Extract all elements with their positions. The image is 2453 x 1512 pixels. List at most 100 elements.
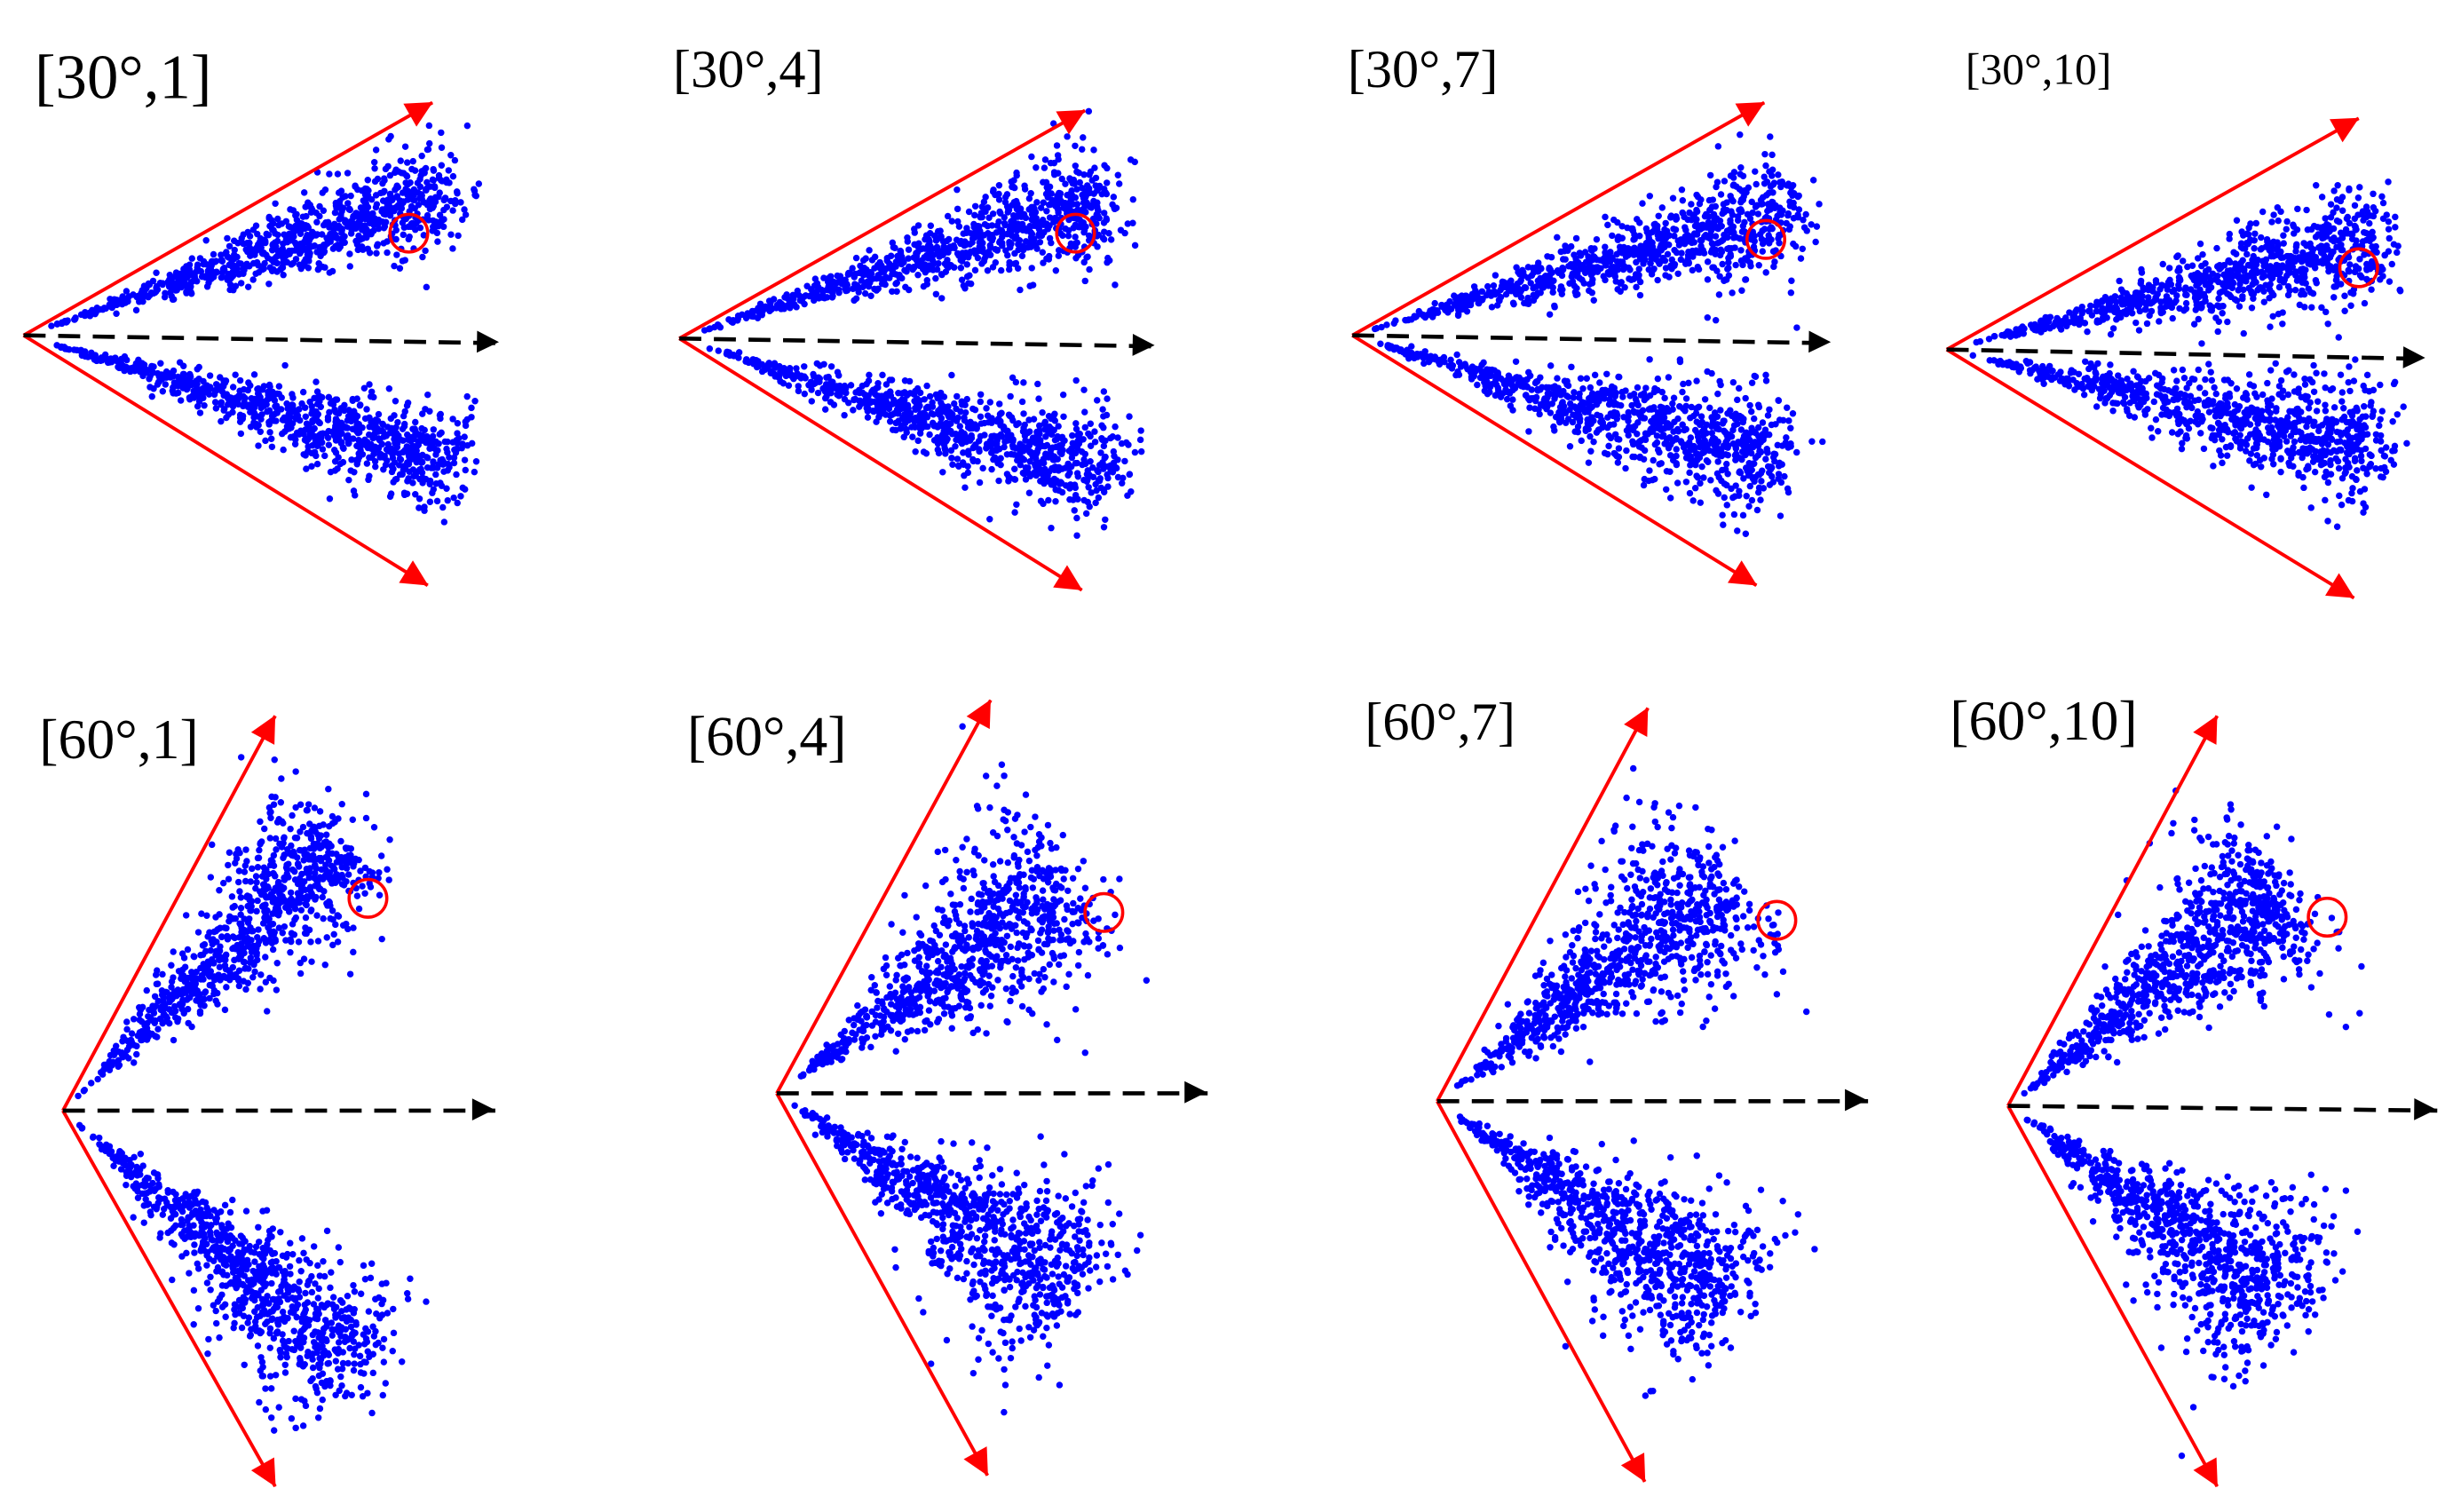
scatter-dot [1109,433,1116,440]
scatter-dot [1112,423,1119,431]
scatter-dot [64,317,71,324]
scatter-dot [443,203,451,210]
scatter-dot [1014,265,1022,272]
scatter-dot [1662,486,1670,494]
scatter-dot [266,222,273,230]
scatter-dot [1757,496,1764,503]
scatter-dot [1712,316,1720,324]
scatter-dot [1059,232,1066,239]
scatter-dot [368,195,376,203]
scatter-dot [1657,403,1665,411]
scatter-dot [297,249,304,257]
scatter-dot [471,398,479,405]
scatter-dot [1048,415,1055,423]
scatter-dot [166,289,174,297]
scatter-dot [472,192,480,200]
scatter-dot [1769,472,1776,480]
scatter-dot [977,213,985,221]
scatter-dot [193,377,200,384]
scatter-dot [997,455,1004,462]
scatter-dot [1635,265,1642,273]
scatter-dot [1642,240,1650,248]
scatter-dot [1076,431,1083,438]
scatter-dot [1558,290,1566,297]
scatter-dot [1582,427,1589,434]
scatter-dot [1547,266,1555,273]
scatter-dot [827,363,835,370]
scatter-dot [1524,296,1531,303]
scatter-dot [908,424,915,431]
scatter-dot [1766,406,1773,414]
scatter-dot [755,358,762,365]
scatter-dot [146,373,154,380]
scatter-dot [453,471,460,479]
scatter-dot [1607,249,1614,256]
scatter-dot [1658,388,1666,396]
scatter-dot [229,268,236,276]
scatter-dot [227,394,235,401]
scatter-dot [1507,282,1515,290]
scatter-dot [874,402,882,409]
scatter-dot [1095,207,1102,215]
scatter-dot [1650,456,1657,464]
scatter-dot [1670,394,1678,401]
scatter-dot [714,321,722,329]
scatter-dot [1752,373,1760,381]
scatter-dot [286,247,294,255]
scatter-dot [1767,133,1774,140]
scatter-dot [348,219,355,226]
scatter-dot [1662,265,1670,272]
scatter-dot [436,211,444,218]
scatter-dot [313,460,321,468]
scatter-dot [1444,309,1452,316]
scatter-dot [1059,447,1066,454]
scatter-dot [1712,233,1720,240]
scatter-dot [454,499,461,507]
scatter-dot [122,299,130,306]
scatter-dot [1509,386,1516,394]
scatter-dot [458,216,466,224]
scatter-dot [418,474,426,482]
scatter-dot [1800,224,1808,231]
scatter-dot [1688,251,1695,259]
scatter-dot [404,159,411,166]
scatter-dot [1729,494,1737,502]
scatter-dot [404,459,411,466]
scatter-dot [1034,380,1041,388]
scatter-dot [954,205,961,213]
scatter-dot [177,397,185,404]
scatter-dot [1129,195,1137,203]
scatter-dot [438,177,445,184]
scatter-dot [954,186,961,194]
scatter-dot [308,402,315,410]
scatter-dot [303,465,310,472]
scatter-dot [393,183,401,191]
scatter-dot [977,398,985,406]
scatter-dot [1554,375,1561,382]
scatter-dot [409,157,417,165]
scatter-dot [1470,283,1478,290]
scatter-dot [1009,441,1017,449]
scatter-dot [249,276,257,283]
scatter-dot [1628,401,1635,409]
scatter-dot [291,440,299,447]
scatter-dot [392,226,400,234]
scatter-dot [1131,158,1138,166]
scatter-dot [1100,488,1108,496]
scatter-dot [1626,392,1634,400]
scatter-dot [386,171,394,179]
scatter-dot [797,375,804,382]
scatter-dot [218,256,226,264]
scatter-dot [417,465,424,472]
scatter-dot [808,386,815,393]
scatter-dot [862,400,869,408]
scatter-dot [1095,231,1103,239]
scatter-dot [280,446,287,454]
scatter-dot [434,464,441,471]
scatter-dot [1736,469,1743,476]
scatter-dot [930,232,938,240]
scatter-dot [961,471,968,479]
scatter-dot [360,197,368,204]
scatter-dot [1571,289,1579,296]
scatter-dot [1512,358,1520,366]
